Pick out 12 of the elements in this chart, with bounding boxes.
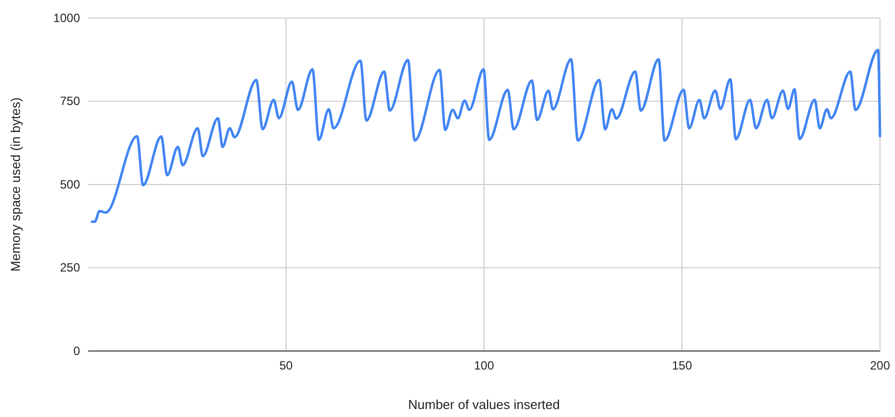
x-tick-label: 100 <box>474 358 494 373</box>
y-tick-label: 1000 <box>53 10 80 25</box>
y-tick-label: 500 <box>60 177 80 192</box>
y-tick-label: 0 <box>73 344 80 358</box>
y-tick-label: 750 <box>60 94 80 108</box>
x-axis-title: Number of values inserted <box>408 397 560 412</box>
y-tick-label: 250 <box>60 260 80 275</box>
line-series <box>90 48 882 224</box>
x-tick-label: 50 <box>279 358 293 373</box>
y-axis-title: Memory space used (in bytes) <box>8 97 23 272</box>
x-tick-label: 150 <box>672 358 692 373</box>
x-tick-label: 200 <box>870 358 890 373</box>
